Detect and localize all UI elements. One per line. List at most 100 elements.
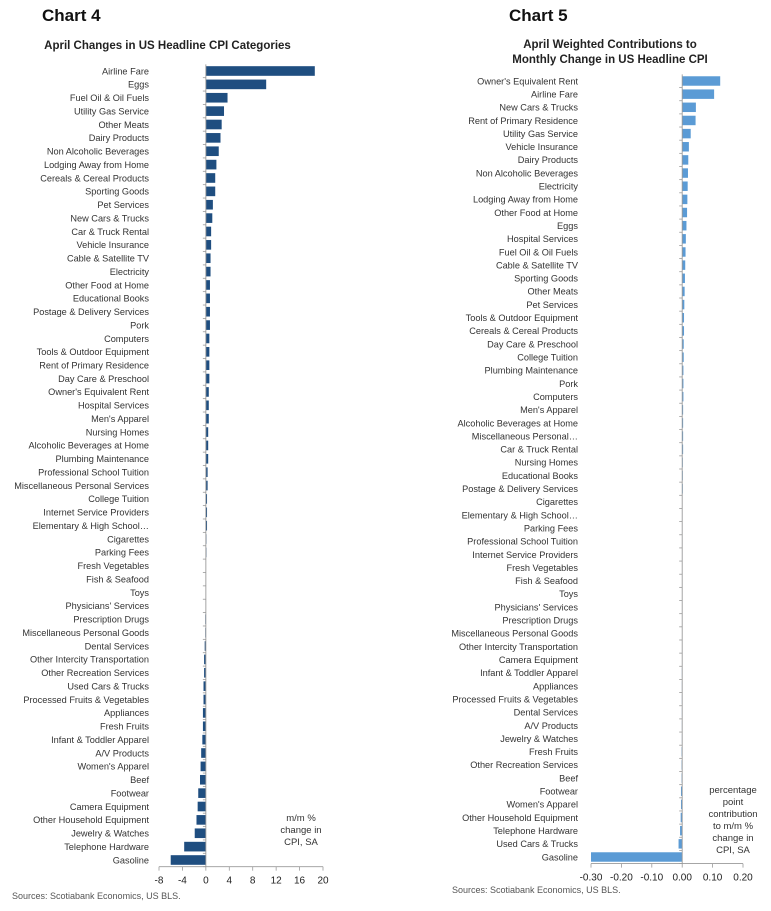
- chart-5-category-label: Sporting Goods: [514, 274, 578, 284]
- chart-5-category-label: Fuel Oil & Oil Fuels: [499, 247, 579, 257]
- chart-4-category-label: College Tuition: [88, 494, 149, 504]
- chart-5-category-label: Fresh Vegetables: [506, 563, 578, 573]
- chart-4-bar: [205, 427, 209, 437]
- chart-4-bar: [205, 106, 225, 116]
- chart-5-category-label: Other Intercity Transportation: [459, 642, 578, 652]
- chart-4-category-label: Non Alcoholic Beverages: [47, 147, 150, 157]
- chart-5-category-label: Utility Gas Service: [503, 129, 578, 139]
- chart-5-bar: [682, 128, 691, 139]
- chart-5-category-label: Pet Services: [526, 300, 578, 310]
- chart-4-category-label: Telephone Hardware: [64, 842, 149, 852]
- chart-4-bar: [203, 681, 206, 691]
- chart-4-x-tick-label: 12: [271, 876, 283, 887]
- chart-4-x-tick-label: 4: [227, 876, 233, 887]
- chart-5-category-label: Professional School Tuition: [467, 537, 578, 547]
- chart-5-category-label: Footwear: [540, 787, 578, 797]
- chart-4-bar: [202, 734, 206, 745]
- chart-4-bar: [205, 453, 209, 464]
- chart-5-category-label: Cigarettes: [536, 497, 578, 507]
- chart-5-bar: [682, 142, 689, 152]
- chart-5-category-label: Fresh Fruits: [529, 747, 578, 757]
- chart-4-category-label: Beef: [130, 775, 149, 785]
- chart-5-unit-note-line: change in: [712, 833, 754, 844]
- chart-5-bar: [682, 89, 715, 99]
- chart-5-bar: [678, 839, 683, 849]
- chart-4-category-label: Toys: [130, 588, 149, 598]
- chart-4-heading: Chart 4: [42, 6, 101, 25]
- chart-4-category-label: Other Food at Home: [65, 280, 149, 290]
- chart-4-bar: [205, 79, 267, 90]
- chart-4-category-label: Other Meats: [98, 120, 149, 130]
- chart-4-bar: [205, 253, 211, 264]
- chart-4-unit-note-line: CPI, SA: [284, 837, 318, 848]
- chart-4-category-label: Airline Fare: [102, 66, 149, 76]
- chart-4-category-label: Used Cars & Trucks: [67, 681, 149, 691]
- chart-5-category-label: Pork: [559, 379, 578, 389]
- chart-5-category-label: Processed Fruits & Vegetables: [452, 694, 578, 704]
- chart-5-bar: [682, 76, 721, 86]
- chart-4-bar: [204, 654, 206, 665]
- chart-4-category-label: Fuel Oil & Oil Fuels: [70, 93, 150, 103]
- chart-5-title: April Weighted Contributions to Monthly …: [460, 38, 760, 68]
- chart-4-category-label: New Cars & Trucks: [70, 213, 149, 223]
- chart-5-bar: [682, 247, 686, 257]
- chart-5-category-label: Appliances: [533, 681, 578, 691]
- chart-5-category-label: Eggs: [557, 221, 578, 231]
- chart-4-category-label: Alcoholic Beverages at Home: [28, 441, 149, 451]
- chart-4-category-label: Pet Services: [97, 200, 149, 210]
- chart-4-x-tick-label: 16: [294, 876, 306, 887]
- chart-4-unit-note-line: change in: [280, 825, 322, 836]
- chart-4-bar: [205, 320, 210, 330]
- chart-5-bar: [682, 405, 684, 415]
- chart-5-heading: Chart 5: [509, 6, 568, 25]
- chart-4-bar: [205, 333, 210, 344]
- chart-4-category-label: Sporting Goods: [85, 187, 149, 197]
- chart-5-unit-note-line: point: [722, 797, 744, 808]
- chart-4-category-label: Appliances: [104, 708, 149, 718]
- chart-5-bar: [682, 102, 696, 113]
- chart-5-category-label: Day Care & Preschool: [487, 339, 578, 349]
- chart-4-category-label: A/V Products: [95, 748, 149, 758]
- chart-4-bar: [205, 119, 222, 130]
- chart-4-category-label: Utility Gas Service: [74, 106, 149, 116]
- chart-4-category-label: Plumbing Maintenance: [56, 454, 149, 464]
- chart-4-category-label: Physicians' Services: [66, 601, 150, 611]
- chart-4-bar: [198, 788, 206, 798]
- chart-5-category-label: Airline Fare: [531, 89, 578, 99]
- chart-4-category-label: Tools & Outdoor Equipment: [37, 347, 150, 357]
- chart-4-bar: [205, 467, 208, 478]
- chart-4-bar: [205, 480, 208, 491]
- chart-4-bar: [203, 694, 206, 705]
- chart-4-category-label: Vehicle Insurance: [76, 240, 149, 250]
- chart-4-bar: [205, 293, 210, 304]
- chart-5-category-label: Car & Truck Rental: [500, 445, 578, 455]
- chart-5-bar: [682, 352, 684, 362]
- chart-4-source: Sources: Scotiabank Economics, US BLS.: [12, 891, 181, 901]
- chart-5-category-label: Cable & Satellite TV: [496, 260, 579, 270]
- chart-4-category-label: Women's Apparel: [77, 762, 149, 772]
- chart-4-bar: [205, 92, 228, 103]
- chart-5-category-label: Fish & Seafood: [515, 576, 578, 586]
- chart-5-category-label: Tools & Outdoor Equipment: [466, 313, 579, 323]
- chart-5-category-label: Jewelry & Watches: [500, 734, 578, 744]
- chart-4-bar: [205, 199, 213, 210]
- chart-4-bar: [205, 347, 210, 357]
- chart-4-unit-note: m/m % change in CPI, SA: [270, 813, 332, 849]
- chart-4-category-label: Rent of Primary Residence: [39, 361, 149, 371]
- chart-5-bar: [682, 299, 685, 310]
- chart-5-unit-note-line: contribution: [708, 809, 758, 820]
- chart-5-category-label: Cereals & Cereal Products: [469, 326, 578, 336]
- chart-4-bar: [196, 815, 206, 825]
- chart-4-bar: [205, 133, 221, 143]
- chart-4-bar: [205, 373, 210, 384]
- chart-4-bar: [200, 761, 206, 772]
- chart-5-bar: [682, 326, 685, 336]
- chart-4-bar: [205, 240, 212, 250]
- chart-4-category-label: Lodging Away from Home: [44, 160, 149, 170]
- chart-5-bar: [680, 812, 683, 823]
- chart-5-category-label: Other Food at Home: [494, 208, 578, 218]
- chart-5-category-label: Educational Books: [502, 471, 579, 481]
- chart-4-bar: [201, 748, 206, 758]
- chart-4-category-label: Educational Books: [73, 294, 150, 304]
